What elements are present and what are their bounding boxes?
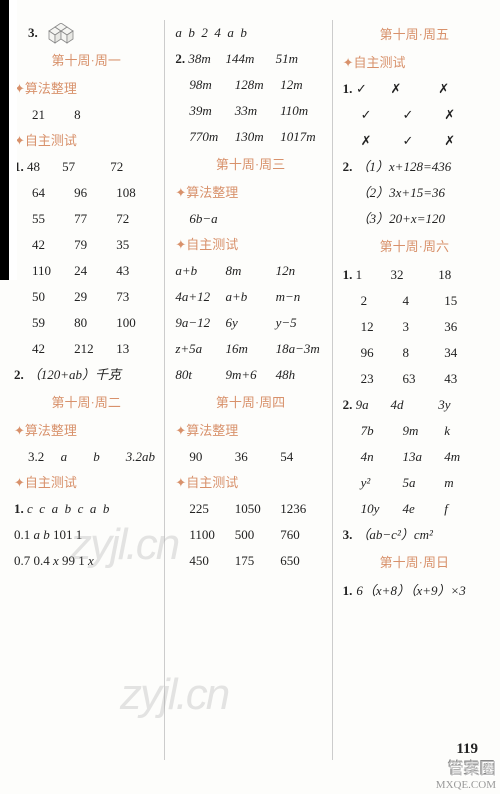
column-2: a b 2 4 a b 2. 38m144m51m 98m128m12m 39m… — [165, 20, 332, 760]
data-row: 5980100 — [14, 310, 158, 336]
data-row: 96834 — [343, 340, 486, 366]
data-row: 80t9m+648h — [175, 362, 325, 388]
data-row: 39m33m110m — [175, 98, 325, 124]
data-row: 236343 — [343, 366, 486, 392]
data-row: 2415 — [343, 288, 486, 314]
q1-line: 1.6（x+8）（x+9）×3 — [343, 578, 486, 604]
brand-en: MXQE.COM — [436, 779, 496, 792]
cube-icon — [45, 23, 81, 45]
data-row: 10y4ef — [343, 496, 486, 522]
data-row: 557772 — [14, 206, 158, 232]
section-label: ✦算法整理 — [14, 76, 158, 102]
section-label: ✦自主测试 — [175, 470, 325, 496]
week-header: 第十周·周三 — [175, 152, 325, 178]
data-row: 502973 — [14, 284, 158, 310]
data-row: 1. 485772 — [14, 154, 158, 180]
data-row: 0.1 a b 101 1 — [14, 522, 158, 548]
q1-block: 1. 485772 6496108 557772 427935 1102443 … — [14, 154, 158, 362]
data-row: 9a−126yy−5 — [175, 310, 325, 336]
data-row: 1. ✓✗✗ — [343, 76, 486, 102]
section-label: ✦自主测试 — [14, 128, 158, 154]
data-row: 6b−a — [175, 206, 325, 232]
column-3: 第十周·周五 ✦自主测试 1. ✓✗✗ ✓✓✗ ✗✓✗ 2.（1）x+128=4… — [333, 20, 492, 760]
brand-watermark: 管案圈 MXQE.COM — [436, 760, 496, 792]
data-row: ✗✓✗ — [343, 128, 486, 154]
q2-line: 2.（120+ab）千克 — [14, 362, 158, 388]
week-header: 第十周·周四 — [175, 390, 325, 416]
data-row: 2. 9a4d3y — [343, 392, 486, 418]
data-row: 1100500760 — [175, 522, 325, 548]
eq-line: （2）3x+15=36 — [343, 180, 486, 206]
page-content: 3. 第十周·周一 ✦算法整理 218 ✦自主测试 1. 485772 6496… — [0, 0, 500, 760]
data-row: 450175650 — [175, 548, 325, 574]
eq-line: （3）20+x=120 — [343, 206, 486, 232]
section-label: ✦算法整理 — [175, 180, 325, 206]
data-row: z+5a16m18a−3m — [175, 336, 325, 362]
week-header: 第十周·周日 — [343, 550, 486, 576]
data-row: 1102443 — [14, 258, 158, 284]
data-row: a b 2 4 a b — [175, 20, 325, 46]
section-label: ✦自主测试 — [175, 232, 325, 258]
data-row: 7b9mk — [343, 418, 486, 444]
section-label: ✦算法整理 — [14, 418, 158, 444]
week-header: 第十周·周二 — [14, 390, 158, 416]
week-header: 第十周·周六 — [343, 234, 486, 260]
section-label: ✦自主测试 — [14, 470, 158, 496]
data-row: 12336 — [343, 314, 486, 340]
eq-line: 2.（1）x+128=436 — [343, 154, 486, 180]
data-row: 6496108 — [14, 180, 158, 206]
data-row: a+b8m12n — [175, 258, 325, 284]
q3-label: 3. — [28, 25, 38, 40]
data-row: 4a+12a+bm−n — [175, 284, 325, 310]
data-row: 903654 — [175, 444, 325, 470]
data-row: 427935 — [14, 232, 158, 258]
week-header: 第十周·周五 — [343, 22, 486, 48]
brand-ch: 管案圈 — [436, 760, 496, 779]
data-row: 1. 13218 — [343, 262, 486, 288]
data-row: y²5am — [343, 470, 486, 496]
data-row: 22510501236 — [175, 496, 325, 522]
data-row: 0.7 0.4 x 99 1 x — [14, 548, 158, 574]
data-row: 2. 38m144m51m — [175, 46, 325, 72]
data-row: 218 — [14, 102, 158, 128]
data-row: 770m130m1017m — [175, 124, 325, 150]
data-row: 4221213 — [14, 336, 158, 362]
section-label: ✦自主测试 — [343, 50, 486, 76]
data-row: 1. c c a b c a b — [14, 496, 158, 522]
section-label: ✦算法整理 — [175, 418, 325, 444]
q3-line: 3.（ab−c²）cm² — [343, 522, 486, 548]
column-1: 3. 第十周·周一 ✦算法整理 218 ✦自主测试 1. 485772 6496… — [8, 20, 165, 760]
data-row: 3.2ab3.2ab — [14, 444, 158, 470]
week-header: 第十周·周一 — [14, 48, 158, 74]
data-row: 98m128m12m — [175, 72, 325, 98]
left-torn-mask — [9, 0, 17, 280]
data-row: ✓✓✗ — [343, 102, 486, 128]
data-row: 4n13a4m — [343, 444, 486, 470]
page-number: 119 — [456, 741, 478, 758]
